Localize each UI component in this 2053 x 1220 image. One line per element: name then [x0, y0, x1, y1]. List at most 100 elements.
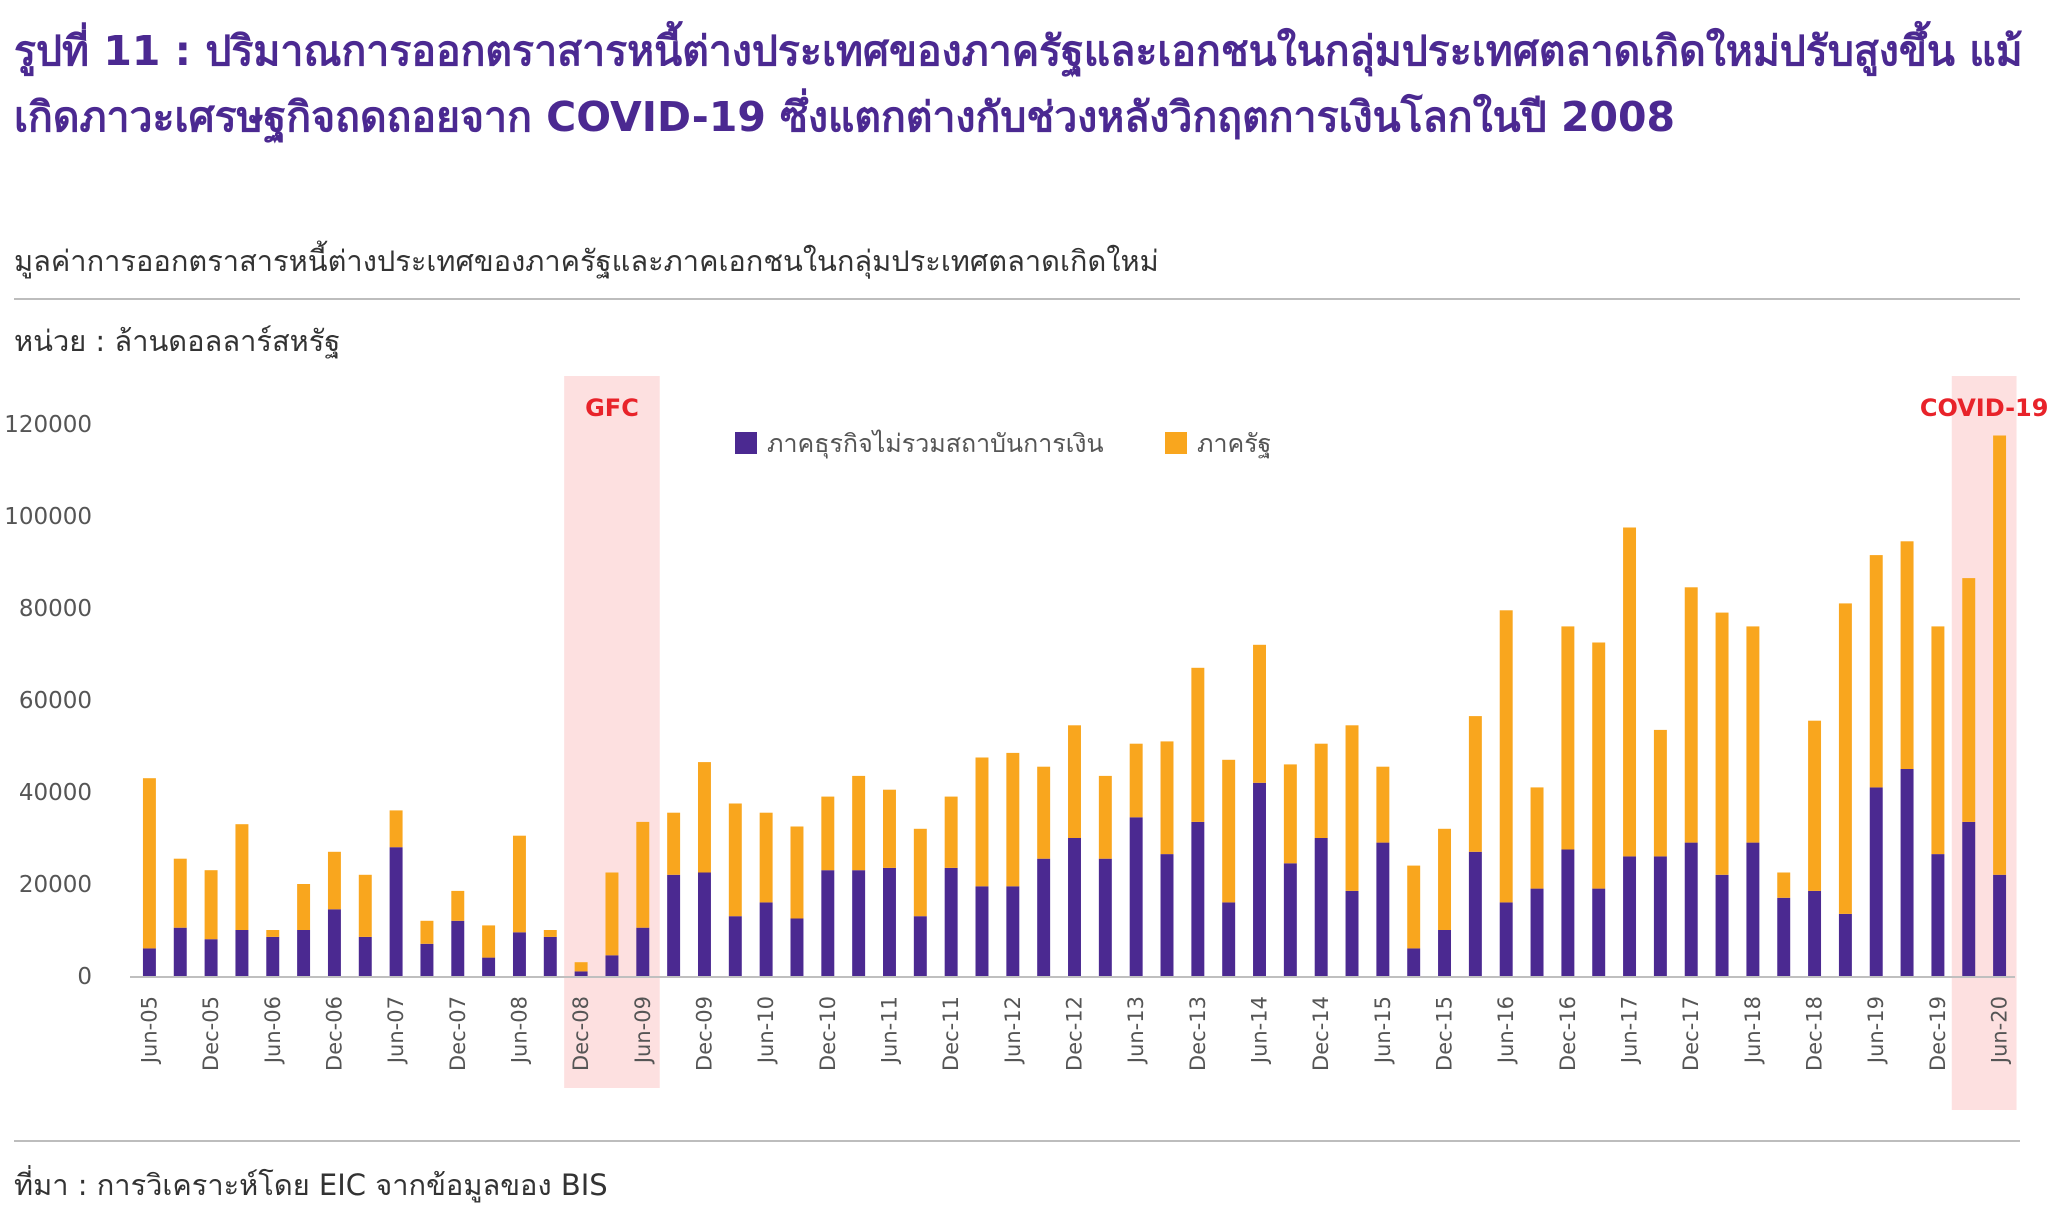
bar-government	[1283, 764, 1297, 864]
y-tick-label: 20000	[19, 872, 92, 898]
bar-corporate	[1468, 851, 1482, 976]
bar-government	[790, 826, 804, 919]
bar-corporate	[1777, 897, 1791, 976]
x-tick-label: Jun-07	[384, 996, 408, 1065]
bar-government	[142, 778, 156, 949]
x-tick-label: Jun-09	[631, 996, 655, 1065]
bars	[142, 435, 2007, 976]
bar-government	[913, 828, 927, 917]
bar-government	[759, 812, 773, 903]
bar-corporate	[759, 902, 773, 976]
bar-corporate	[173, 927, 187, 976]
bar-government	[1592, 642, 1606, 889]
x-tick-label: Jun-20	[1988, 996, 2012, 1065]
x-tick-label: Jun-17	[1618, 996, 1642, 1065]
bar-corporate	[1253, 782, 1266, 976]
bar-corporate	[667, 874, 681, 976]
legend-swatch-government	[1165, 432, 1187, 454]
bar-corporate	[235, 930, 249, 976]
bar-government	[1314, 743, 1328, 838]
bar-corporate	[451, 920, 465, 976]
chart-subtitle: มูลค่าการออกตราสารหนี้ต่างประเทศของภาครั…	[14, 244, 1159, 278]
y-tick-label: 0	[77, 964, 92, 990]
bar-corporate	[1314, 838, 1328, 976]
bar-corporate	[512, 932, 526, 976]
bar-corporate	[574, 971, 588, 976]
bar-government	[1037, 766, 1051, 859]
bar-corporate	[1407, 948, 1421, 976]
x-tick-label: Dec-13	[1186, 996, 1210, 1071]
bar-corporate	[1623, 856, 1637, 976]
legend-label-government: ภาครัฐ	[1197, 429, 1271, 458]
bar-corporate	[1808, 890, 1822, 976]
x-axis: Jun-05 Dec-05 Jun-06 Dec-06 Jun-07 Dec-07 Jun-…	[130, 976, 2015, 1071]
y-tick-label: 120000	[4, 412, 92, 438]
bar-corporate	[543, 936, 557, 976]
bar-corporate	[728, 916, 742, 976]
bar-corporate	[636, 927, 650, 976]
bar-corporate	[975, 886, 989, 976]
x-tick-label: Jun-18	[1741, 996, 1765, 1065]
x-tick-label: Dec-12	[1063, 996, 1087, 1071]
bar-government	[1931, 626, 1945, 855]
x-tick-label: Jun-12	[1001, 996, 1025, 1065]
y-tick-label: 80000	[19, 596, 92, 622]
bar-corporate	[1715, 874, 1729, 976]
bar-government	[389, 810, 403, 848]
period-label-gfc: GFC	[585, 394, 639, 422]
bar-government	[728, 803, 742, 917]
x-tick-label: Jun-08	[507, 996, 531, 1065]
bar-government	[1468, 716, 1482, 852]
x-tick-label: Dec-17	[1679, 996, 1703, 1071]
bar-government	[1530, 787, 1544, 889]
bar-government	[1838, 603, 1852, 914]
bar-corporate	[1438, 930, 1452, 976]
x-tick-label: Dec-06	[322, 996, 346, 1071]
bar-corporate	[1869, 787, 1883, 976]
bar-government	[1869, 555, 1883, 788]
bar-government	[1098, 775, 1112, 859]
bar-government	[1438, 828, 1452, 930]
bar-corporate	[482, 957, 496, 976]
stacked-bar-chart: GFC COVID-19 0 20000 40000 60000 80000 100000 1…	[4, 376, 2049, 1110]
x-tick-label: Dec-05	[199, 996, 223, 1071]
bar-corporate	[327, 909, 341, 976]
shade-gfc	[564, 376, 660, 1088]
bar-government	[297, 884, 311, 930]
bar-government	[605, 872, 619, 956]
bar-government	[1407, 865, 1421, 949]
bar-corporate	[204, 939, 218, 976]
bar-corporate	[142, 948, 156, 976]
bar-government	[1253, 644, 1266, 783]
legend: ภาคธุรกิจไม่รวมสถาบันการเงิน ภาครัฐ	[735, 429, 1271, 459]
period-label-covid-19: COVID-19	[1920, 394, 2049, 422]
bar-government	[358, 874, 372, 937]
bar-government	[1993, 435, 2007, 875]
bar-government	[204, 870, 218, 940]
bar-corporate	[266, 936, 280, 976]
bar-government	[636, 821, 650, 928]
divider-bottom	[14, 1140, 2020, 1142]
x-tick-label: Jun-16	[1494, 996, 1518, 1065]
bar-government	[1006, 752, 1020, 887]
page-title: รูปที่ 11 : ปริมาณการออกตราสารหนี้ต่างปร…	[14, 27, 2023, 141]
bar-government	[235, 824, 249, 930]
legend-swatch-corporate	[735, 432, 757, 454]
bar-corporate	[883, 867, 896, 976]
bar-corporate	[420, 943, 434, 976]
bar-corporate	[1684, 842, 1698, 976]
x-tick-label: Jun-13	[1124, 996, 1148, 1065]
bar-government	[1499, 610, 1513, 903]
y-tick-label: 100000	[4, 504, 92, 530]
x-tick-label: Dec-10	[816, 996, 840, 1071]
bar-corporate	[852, 870, 866, 976]
bar-government	[543, 930, 557, 937]
x-tick-label: Dec-18	[1803, 996, 1827, 1071]
x-tick-label: Dec-16	[1556, 996, 1580, 1071]
bar-government	[1068, 725, 1081, 838]
bar-corporate	[1068, 838, 1081, 976]
bar-government	[975, 757, 989, 887]
x-tick-label: Jun-14	[1248, 996, 1272, 1065]
bar-government	[821, 796, 835, 871]
bar-corporate	[1746, 842, 1760, 976]
